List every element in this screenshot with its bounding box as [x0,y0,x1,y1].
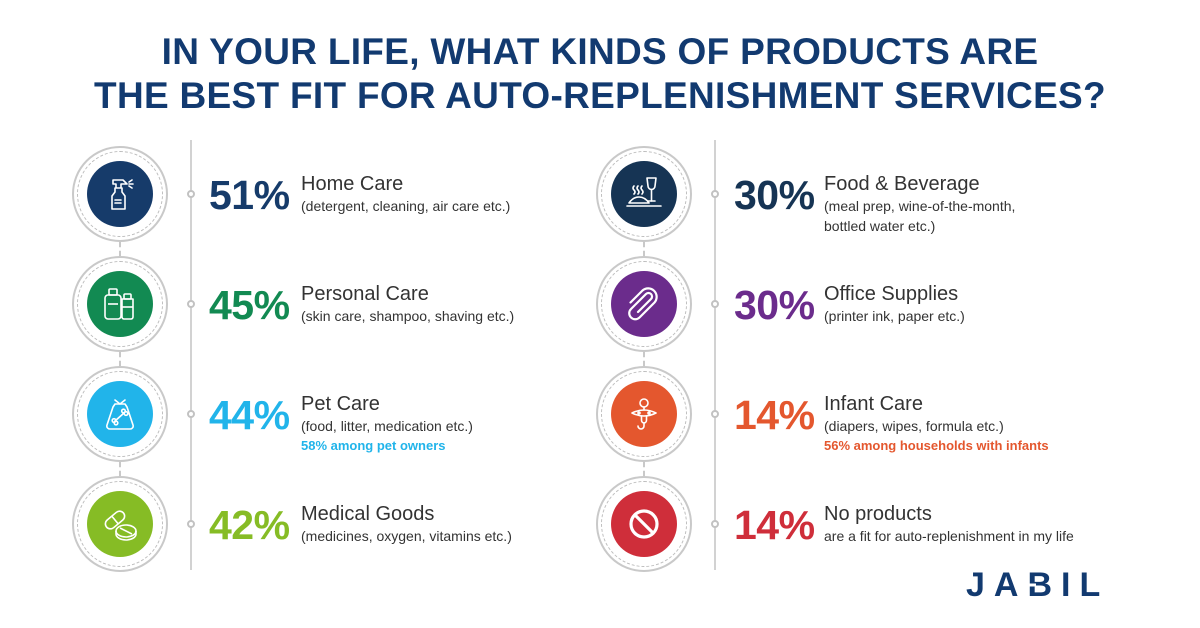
timeline-dot [187,410,195,418]
icon-ring [72,476,168,572]
icon-ring [596,146,692,242]
icon-ring [72,146,168,242]
category-label: Home Care [301,173,404,195]
icon-ring [72,366,168,462]
home-care-icon-circle [87,161,153,227]
row-text: Medical Goods (medicines, oxygen, vitami… [301,502,512,546]
category-label: Food & Beverage [824,173,980,195]
category-label: Personal Care [301,283,429,305]
icon-ring [596,256,692,352]
timeline-dot [711,300,719,308]
percent-value: 44% [209,392,290,438]
paperclip-icon [628,287,658,321]
row-no-products: 14% No products are a fit for auto-reple… [520,470,1080,580]
category-detail: (skin care, shampoo, shaving etc.) [301,308,515,324]
left-timeline-rule [190,140,192,570]
category-detail: (medicines, oxygen, vitamins etc.) [301,528,512,544]
category-label: Infant Care [824,393,923,415]
medical-goods-icon-circle [87,491,153,557]
timeline-dot [711,190,719,198]
no-products-icon-circle [611,491,677,557]
chart-title: IN YOUR LIFE, WHAT KINDS OF PRODUCTS ARE… [0,30,1200,118]
category-detail: (meal prep, wine-of-the-month, bottled w… [824,198,1016,234]
percent-value: 45% [209,282,290,328]
jabil-logo: JABIL [966,566,1109,603]
row-text: Pet Care (food, litter, medication etc.)… [301,392,473,456]
timeline-dot [187,520,195,528]
row-infant-care: 14% Infant Care (diapers, wipes, formula… [520,360,1080,476]
row-pet-care: 44% Pet Care (food, litter, medication e… [0,360,560,476]
timeline-dot [711,410,719,418]
jabil-logo-text: JABIL [966,566,1109,603]
percent-value: 51% [209,172,290,218]
category-label: Medical Goods [301,503,435,525]
toiletry-bottles-icon [104,288,134,320]
right-column: 30% Food & Beverage (meal prep, wine-of-… [520,140,1080,572]
category-detail: (diapers, wipes, formula etc.) [824,418,1004,434]
wine-and-meal-icon [626,177,662,207]
percent-value: 42% [209,502,290,548]
infant-care-icon-circle [611,381,677,447]
row-home-care: 51% Home Care (detergent, cleaning, air … [0,140,560,256]
timeline-dot [711,520,719,528]
icon-ring [72,256,168,352]
row-text: Personal Care (skin care, shampoo, shavi… [301,282,514,326]
percent-value: 30% [734,282,815,328]
category-label: Pet Care [301,393,380,415]
row-office-supplies: 30% Office Supplies (printer ink, paper … [520,250,1080,366]
prohibited-icon [629,509,659,539]
spray-bottle-icon [111,179,134,210]
timeline-dot [187,300,195,308]
percent-value: 14% [734,502,815,548]
row-text: Home Care (detergent, cleaning, air care… [301,172,510,216]
office-supplies-icon-circle [611,271,677,337]
category-detail: (printer ink, paper etc.) [824,308,965,324]
right-timeline-rule [714,140,716,570]
row-personal-care: 45% Personal Care (skin care, shampoo, s… [0,250,560,366]
category-note: 56% among households with infants [824,438,1049,453]
row-text: Office Supplies (printer ink, paper etc.… [824,282,965,326]
icon-ring [596,476,692,572]
personal-care-icon-circle [87,271,153,337]
pills-icon [104,510,137,541]
pet-care-icon-circle [87,381,153,447]
category-detail: are a fit for auto-replenishment in my l… [824,528,1074,544]
icon-ring [596,366,692,462]
row-text: No products are a fit for auto-replenish… [824,502,1074,546]
food-beverage-icon-circle [611,161,677,227]
row-text: Food & Beverage (meal prep, wine-of-the-… [824,172,1015,236]
row-text: Infant Care (diapers, wipes, formula etc… [824,392,1049,456]
category-detail: (food, litter, medication etc.) [301,418,473,434]
left-column: 51% Home Care (detergent, cleaning, air … [0,140,560,572]
row-food-beverage: 30% Food & Beverage (meal prep, wine-of-… [520,140,1080,256]
percent-value: 14% [734,392,815,438]
pacifier-icon [631,398,657,430]
timeline-dot [187,190,195,198]
category-detail: (detergent, cleaning, air care etc.) [301,198,511,214]
percent-value: 30% [734,172,815,218]
title-line-1: IN YOUR LIFE, WHAT KINDS OF PRODUCTS ARE [161,31,1039,72]
category-note: 58% among pet owners [301,438,446,453]
row-medical-goods: 42% Medical Goods (medicines, oxygen, vi… [0,470,560,580]
pet-food-bag-icon [106,399,134,430]
category-label: No products [824,503,932,525]
category-label: Office Supplies [824,283,959,305]
title-line-2: THE BEST FIT FOR AUTO-REPLENISHMENT SERV… [94,75,1106,116]
